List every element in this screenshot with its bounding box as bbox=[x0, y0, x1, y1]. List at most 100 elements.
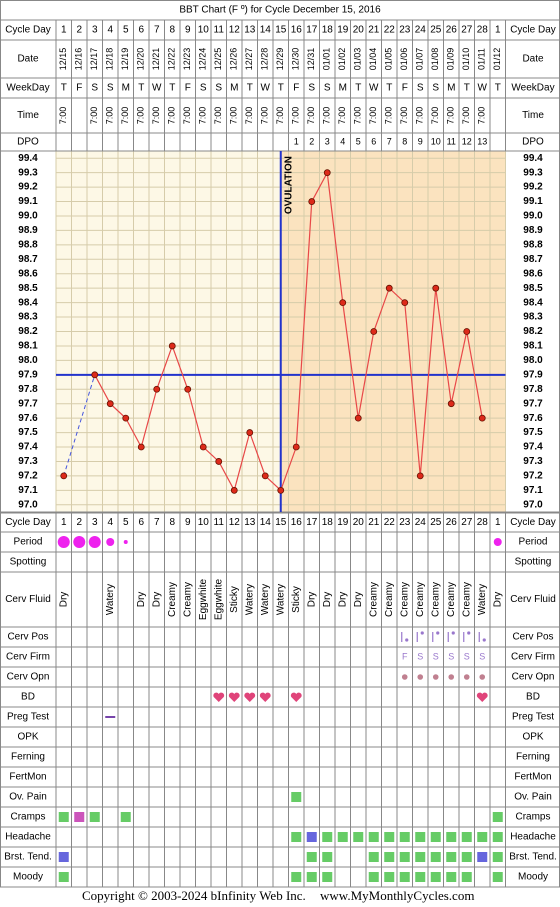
date: 12/20 bbox=[136, 48, 146, 71]
time: 7:00 bbox=[353, 107, 363, 125]
row-label: BD bbox=[21, 692, 35, 703]
weekday: T bbox=[61, 83, 67, 94]
row-label: Cerv Fluid bbox=[5, 594, 51, 605]
row-label: Cycle Day bbox=[5, 25, 51, 36]
cycle-day: 11 bbox=[214, 25, 225, 36]
copyright: Copyright © 2003-2024 bInfinity Web Inc. bbox=[82, 888, 306, 903]
y-tick-label: 97.1 bbox=[523, 485, 543, 496]
symptom-mark bbox=[415, 852, 426, 862]
cycle-day: 28 bbox=[477, 25, 489, 36]
cycle-day: 25 bbox=[430, 517, 442, 528]
cerv-fluid: Dry bbox=[136, 592, 147, 608]
cycle-day: 12 bbox=[229, 517, 241, 528]
y-tick-label: 99.4 bbox=[18, 153, 38, 164]
temp-point bbox=[137, 443, 145, 451]
symptom-mark bbox=[415, 872, 426, 882]
row-label: Ov. Pain bbox=[514, 792, 552, 803]
y-tick-label: 98.6 bbox=[18, 268, 38, 279]
symptom-mark bbox=[306, 872, 317, 882]
cycle-day: 3 bbox=[92, 25, 98, 36]
weekday: W bbox=[369, 83, 379, 94]
cycle-day: 4 bbox=[107, 25, 113, 36]
dpo: 13 bbox=[477, 136, 487, 146]
date: 12/19 bbox=[120, 48, 130, 71]
dpo: 11 bbox=[447, 136, 456, 146]
cycle-day: 18 bbox=[322, 517, 334, 528]
date: 12/16 bbox=[74, 48, 84, 71]
cycle-day: 20 bbox=[353, 25, 365, 36]
y-tick-label: 98.7 bbox=[523, 254, 543, 265]
weekday: T bbox=[247, 83, 253, 94]
time: 7:00 bbox=[58, 107, 68, 125]
date: 12/18 bbox=[105, 48, 115, 71]
row-label: Spotting bbox=[515, 557, 552, 568]
temp-line bbox=[94, 170, 483, 492]
cycle-day: 13 bbox=[244, 25, 256, 36]
temp-point bbox=[122, 414, 130, 422]
time: 7:00 bbox=[120, 107, 130, 125]
date: 12/15 bbox=[58, 48, 68, 71]
cycle-day: 1 bbox=[61, 25, 67, 36]
dpo: 7 bbox=[387, 136, 392, 146]
symptom-mark bbox=[89, 812, 100, 822]
row-label: Ov. Pain bbox=[9, 792, 47, 803]
row-label: Cerv Firm bbox=[511, 652, 555, 663]
date: 12/31 bbox=[306, 48, 316, 71]
weekday: T bbox=[278, 83, 284, 94]
weekday: S bbox=[91, 83, 98, 94]
symptom-mark bbox=[399, 872, 410, 882]
symptom-mark bbox=[58, 852, 69, 862]
temp-point bbox=[230, 486, 238, 494]
y-tick-label: 98.0 bbox=[18, 355, 38, 366]
y-tick-label: 97.6 bbox=[18, 413, 38, 424]
symptom-mark bbox=[74, 812, 85, 822]
y-tick-label: 98.4 bbox=[523, 297, 543, 308]
cerv-fluid: Eggwhite bbox=[198, 578, 209, 620]
time: 7:00 bbox=[89, 107, 99, 125]
cerv-opn-mark bbox=[432, 674, 439, 680]
row-label: Time bbox=[17, 110, 39, 121]
dpo: 8 bbox=[402, 136, 407, 146]
dpo: 5 bbox=[356, 136, 361, 146]
cycle-day: 13 bbox=[244, 517, 256, 528]
symptom-mark bbox=[477, 852, 488, 862]
cycle-day: 17 bbox=[306, 25, 318, 36]
cycle-day: 4 bbox=[107, 517, 113, 528]
cycle-day: 5 bbox=[123, 25, 129, 36]
date: 01/04 bbox=[368, 48, 378, 71]
date: 01/10 bbox=[461, 48, 471, 71]
row-label: Cerv Opn bbox=[7, 672, 50, 683]
cycle-day: 26 bbox=[446, 517, 458, 528]
cerv-fluid: Creamy bbox=[415, 582, 426, 617]
y-tick-label: 97.2 bbox=[523, 471, 543, 482]
cycle-day: 27 bbox=[461, 25, 473, 36]
cycle-day: 6 bbox=[138, 517, 144, 528]
cerv-firm: S bbox=[479, 651, 485, 661]
symptom-mark bbox=[399, 832, 410, 842]
ovulation-label: OVULATION bbox=[283, 156, 294, 214]
cycle-day: 22 bbox=[384, 25, 396, 36]
cerv-fluid: Creamy bbox=[446, 582, 457, 617]
symptom-mark bbox=[492, 812, 503, 822]
cerv-opn-mark bbox=[401, 674, 408, 680]
symptom-mark bbox=[58, 872, 69, 882]
gap-connector bbox=[63, 374, 96, 477]
bd-mark bbox=[213, 692, 225, 702]
y-tick-label: 99.1 bbox=[523, 196, 543, 207]
time: 7:00 bbox=[260, 107, 270, 125]
temp-point bbox=[478, 414, 486, 422]
date: 12/27 bbox=[244, 48, 254, 71]
cycle-day: 16 bbox=[291, 517, 303, 528]
y-tick-label: 98.3 bbox=[18, 312, 38, 323]
date: 01/11 bbox=[477, 48, 487, 70]
y-tick-label: 97.9 bbox=[523, 369, 543, 380]
bd-mark bbox=[476, 692, 488, 702]
weekday: S bbox=[417, 83, 424, 94]
y-tick-label: 98.1 bbox=[523, 341, 543, 352]
time: 7:00 bbox=[337, 107, 347, 125]
symptom-mark bbox=[446, 852, 457, 862]
cycle-day: 26 bbox=[446, 25, 458, 36]
temp-point bbox=[215, 458, 223, 465]
date: 12/29 bbox=[275, 48, 285, 71]
date: 12/23 bbox=[182, 48, 192, 71]
